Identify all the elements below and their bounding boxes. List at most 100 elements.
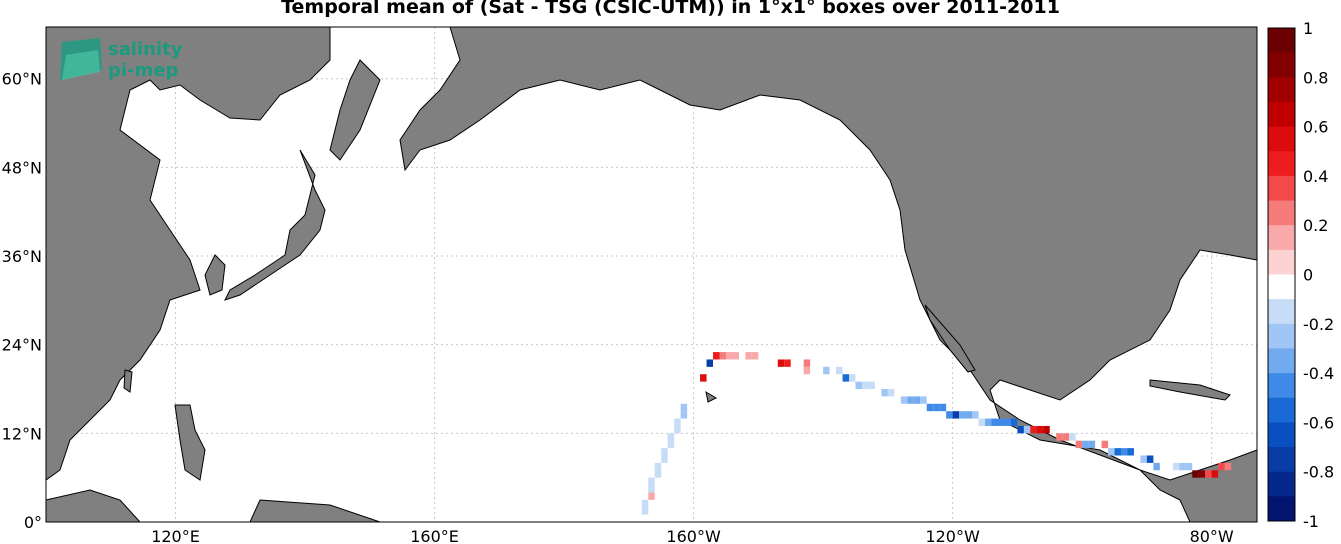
map-panel — [45, 26, 1258, 523]
data-cell — [1088, 440, 1096, 449]
colorbar-tick-label: 1 — [1303, 19, 1313, 38]
colorbar-swatch — [1268, 274, 1295, 300]
map-title: Temporal mean of (Sat - TSG (CSIC-UTM)) … — [281, 0, 1060, 18]
data-cell — [855, 381, 862, 390]
colorbar-swatch — [1268, 249, 1295, 275]
data-cell — [1192, 470, 1199, 478]
lat-tick-label: 36°N — [2, 247, 42, 266]
land-kamchatka — [329, 59, 381, 161]
data-cell — [1218, 462, 1225, 471]
land-korea — [204, 254, 226, 296]
colorbar-tick-label: -0.2 — [1303, 315, 1334, 334]
land-asia — [45, 26, 331, 481]
data-cell — [926, 403, 934, 412]
colorbar-swatch — [1268, 397, 1295, 423]
data-cell — [667, 440, 675, 449]
data-cell — [803, 366, 811, 375]
data-cell — [842, 374, 850, 382]
data-cell — [674, 418, 681, 426]
data-cell — [680, 411, 688, 419]
colorbar-swatch — [1268, 323, 1295, 349]
colorbar-swatch — [1268, 496, 1295, 522]
data-cell — [648, 477, 655, 486]
colorbar-tick-label: 0.6 — [1303, 118, 1328, 137]
longitude-labels: 120°E 160°E 160°W 120°W 80°W — [151, 527, 1234, 544]
data-cell — [1114, 448, 1122, 456]
data-cell — [952, 411, 960, 419]
data-cell — [1108, 448, 1115, 456]
data-cell — [997, 418, 1005, 426]
colorbar-tick-label: 0 — [1303, 266, 1313, 285]
lat-tick-label: 12°N — [2, 424, 42, 443]
data-cell — [674, 425, 681, 434]
map-frame — [45, 26, 1258, 523]
data-cell — [648, 492, 655, 500]
data-cell — [1153, 462, 1160, 471]
data-cell — [1023, 425, 1031, 434]
colorbar-swatch — [1268, 348, 1295, 374]
salinity-pi-mep-logo: salinity pi-mep — [60, 38, 183, 81]
colorbar-swatch — [1268, 225, 1295, 251]
data-cell — [913, 396, 921, 404]
colorbar-swatch — [1268, 447, 1295, 473]
data-cell — [803, 359, 811, 367]
lat-tick-label: 48°N — [2, 158, 42, 177]
lat-tick-label: 0° — [24, 513, 42, 532]
data-cell — [920, 396, 927, 404]
colorbar-tick-label: -0.6 — [1303, 413, 1334, 432]
land-cuba — [1149, 379, 1231, 401]
colorbar-tick-label: -0.8 — [1303, 463, 1334, 482]
data-cell — [1172, 462, 1180, 471]
data-cell — [680, 403, 688, 412]
data-cell — [700, 374, 707, 382]
data-cell — [654, 462, 662, 471]
data-cell — [661, 448, 668, 456]
data-cell — [1211, 470, 1219, 478]
data-cell — [1205, 470, 1212, 478]
lon-tick-label: 160°E — [410, 527, 459, 544]
land-japan — [224, 149, 326, 301]
data-cell — [959, 411, 966, 419]
data-cell — [713, 352, 720, 360]
colorbar-swatch — [1268, 101, 1295, 128]
data-cell — [1224, 462, 1232, 471]
lon-tick-label: 120°W — [925, 527, 980, 544]
data-cell — [972, 411, 979, 419]
data-cell — [648, 485, 655, 493]
data-cell — [868, 381, 875, 390]
data-cell — [641, 499, 649, 508]
data-cell — [1069, 433, 1076, 441]
data-cell — [1004, 418, 1011, 426]
lat-tick-label: 60°N — [2, 70, 42, 89]
data-cell — [661, 455, 668, 463]
data-cell — [784, 359, 791, 367]
data-cell — [667, 433, 675, 441]
data-cell — [732, 352, 739, 360]
data-cell — [861, 381, 869, 390]
data-cell — [887, 389, 895, 397]
data-cell — [1062, 433, 1070, 441]
data-cell — [1185, 462, 1193, 471]
colorbar-swatch — [1268, 28, 1295, 54]
colorbar-swatch — [1268, 373, 1295, 399]
land-philippines — [174, 404, 206, 481]
land-baja — [924, 304, 976, 373]
colorbar-swatch — [1268, 175, 1295, 202]
colorbar-tick-label: 0.2 — [1303, 216, 1328, 235]
data-cell — [881, 389, 888, 397]
colorbar-frame — [1267, 27, 1296, 522]
colorbar-swatch — [1268, 52, 1295, 78]
data-cell — [823, 366, 830, 375]
colorbar-tick-label: 0.8 — [1303, 68, 1328, 87]
data-cell — [1127, 448, 1134, 456]
colorbar-tick-label: -0.4 — [1303, 364, 1334, 383]
data-cell — [907, 396, 914, 404]
lon-tick-label: 160°W — [666, 527, 721, 544]
data-cell — [1075, 440, 1083, 449]
data-cell — [849, 374, 856, 382]
data-cell — [654, 470, 662, 478]
data-cell — [1179, 462, 1186, 471]
data-cell — [1010, 418, 1018, 426]
data-cell — [939, 403, 947, 412]
data-cell — [1036, 425, 1044, 434]
